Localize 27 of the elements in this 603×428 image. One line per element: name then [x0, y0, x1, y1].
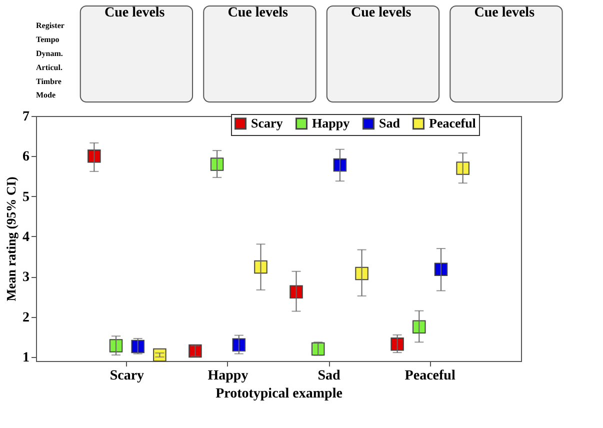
text: Timbre	[36, 76, 62, 86]
y-axis-title: Mean rating (95% CI)	[4, 176, 18, 302]
x-tick-label: Scary	[110, 368, 144, 384]
y-tick-label: 1	[22, 350, 30, 366]
x-tick-label: Sad	[318, 368, 341, 384]
text: Tempo	[36, 35, 60, 44]
x-tick-label: Happy	[208, 368, 248, 384]
legend-label: Peaceful	[429, 116, 476, 131]
y-tick-label: 3	[22, 270, 30, 286]
y-tick-label: 5	[22, 190, 30, 205]
legend-label: Scary	[251, 116, 284, 131]
x-tick-label: Peaceful	[404, 368, 456, 384]
legend-label: Happy	[312, 116, 350, 131]
text: Cue levels	[474, 5, 536, 20]
y-tick-label: 2	[22, 310, 30, 326]
text: Dynam.	[36, 49, 63, 58]
text: Cue levels	[104, 5, 166, 20]
x-axis-title: Prototypical example	[216, 386, 342, 402]
text: Cue levels	[350, 5, 412, 20]
text: Articul.	[36, 62, 62, 72]
text: Cue levels	[228, 5, 289, 20]
y-tick-label: 4	[22, 230, 30, 245]
text: Register	[36, 21, 65, 30]
y-tick-label: 7	[22, 110, 30, 124]
text: Mode	[36, 90, 56, 100]
y-tick-label: 6	[22, 150, 30, 165]
legend-label: Sad	[379, 116, 401, 131]
